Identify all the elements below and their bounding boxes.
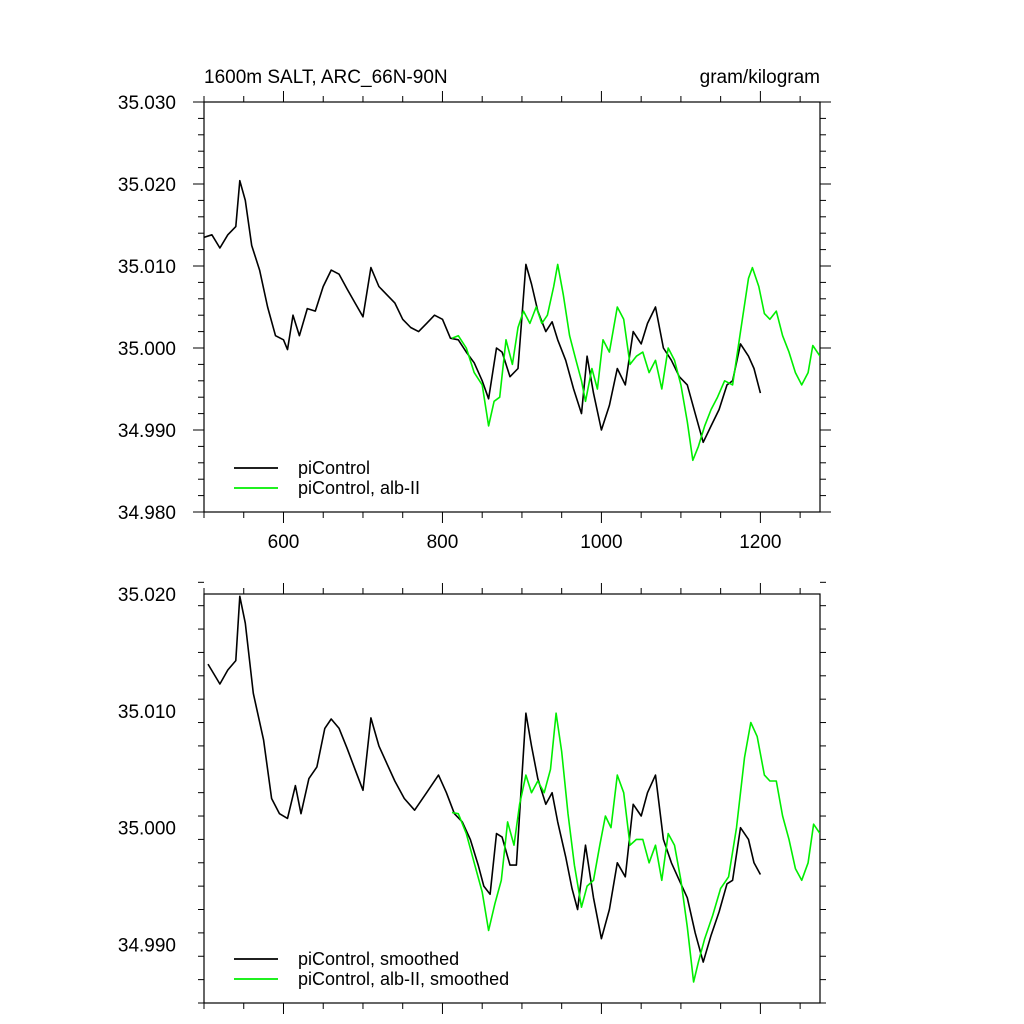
bottom-series-line-2 [451, 712, 820, 983]
top-x-tick-label: 1200 [739, 532, 781, 553]
bottom-y-tick-label: 35.010 [118, 702, 176, 723]
chart-title: 1600m SALT, ARC_66N-90N [204, 67, 448, 88]
bottom-panel: 34.990 35.000 35.010 35.020 piControl, smoo… [118, 581, 826, 1014]
bottom-y-tick-label: 35.020 [118, 585, 176, 606]
bottom-series-line-1 [207, 595, 762, 963]
top-y-tick-label: 35.020 [118, 175, 176, 196]
bottom-y-tick-label: 35.000 [118, 819, 176, 840]
bottom-legend-label-1: piControl, smoothed [298, 949, 459, 969]
top-y-tick-label: 34.990 [118, 421, 176, 442]
top-legend-label-2: piControl, alb-II [298, 478, 420, 498]
top-plot-lines [204, 179, 820, 462]
top-y-tick-label: 34.980 [118, 503, 176, 524]
bottom-legend-label-2: piControl, alb-II, smoothed [298, 969, 509, 989]
bottom-plot-frame [203, 593, 821, 1004]
top-x-tick-label: 1000 [580, 532, 622, 553]
top-plot-frame [203, 101, 821, 513]
top-x-tick-label: 800 [427, 532, 459, 553]
top-series-line-1 [204, 179, 762, 444]
bottom-axes: 34.990 35.000 35.010 35.020 [118, 581, 826, 1014]
top-y-tick-label: 35.030 [118, 93, 176, 114]
top-legend-label-1: piControl [298, 458, 370, 478]
top-y-tick-label: 35.010 [118, 257, 176, 278]
top-axes: 600 800 1000 1200 34.980 34.990 35.000 35.010 35… [118, 91, 831, 553]
top-series-line-2 [451, 263, 820, 462]
bottom-y-tick-label: 34.990 [118, 936, 176, 957]
top-x-tick-label: 600 [268, 532, 300, 553]
top-y-tick-label: 35.000 [118, 339, 176, 360]
bottom-plot-lines [207, 595, 820, 983]
top-panel: 1600m SALT, ARC_66N-90N gram/kilogram 60… [118, 67, 831, 553]
units-label: gram/kilogram [700, 67, 820, 88]
